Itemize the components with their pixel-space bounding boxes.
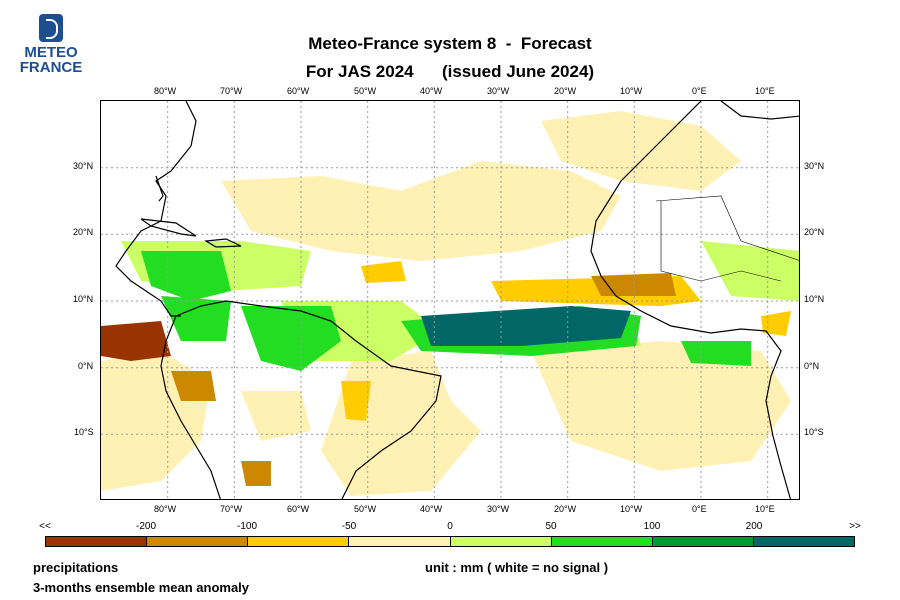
anomaly-map-svg <box>101 101 799 499</box>
anomaly-region-very-wet <box>421 306 631 346</box>
lon-tick-bottom: 50°W <box>354 504 377 514</box>
colorbar-label: 50 <box>545 521 557 532</box>
lat-tick-right: 10°N <box>804 294 825 304</box>
anomaly-field <box>101 111 799 496</box>
anomaly-region-weak-wet <box>701 241 799 301</box>
colorbar <box>45 536 855 547</box>
anomaly-region-weak-dry <box>531 341 791 471</box>
colorbar-segment <box>551 537 653 546</box>
anomaly-region-dry <box>761 311 791 336</box>
colorbar-segment <box>753 537 854 546</box>
colorbar-label: -50 <box>341 521 357 532</box>
colorbar-segment <box>46 537 148 546</box>
coastline-europe <box>720 101 799 120</box>
footer-variable: precipitations <box>33 560 119 575</box>
page-title: Meteo-France system 8 - Forecast For JAS… <box>280 30 620 86</box>
lon-tick-bottom: 80°W <box>154 504 177 514</box>
colorbar-segment <box>248 537 350 546</box>
anomaly-region-dry <box>341 381 371 421</box>
border <box>655 195 799 282</box>
colorbar-label: 0 <box>447 521 453 532</box>
lon-tick-bottom: 20°W <box>554 504 577 514</box>
lat-tick-left: 10°N <box>73 294 94 304</box>
lon-tick-bottom: 10°E <box>755 504 775 514</box>
anomaly-region-weak-dry <box>221 161 621 261</box>
coastline-cuba <box>140 218 197 237</box>
lon-tick-top: 10°W <box>620 86 643 96</box>
anomaly-region-weak-dry <box>321 351 481 496</box>
anomaly-region-moderate-wet <box>241 306 341 371</box>
meteo-france-logo: METEO FRANCE <box>15 14 87 75</box>
anomaly-region-extreme-dry <box>101 321 171 361</box>
lon-tick-top: 60°W <box>287 86 310 96</box>
colorbar-segment <box>147 537 249 546</box>
anomaly-region-moderate-wet <box>141 251 231 301</box>
lat-tick-left: 0°N <box>78 361 94 371</box>
lon-tick-top: 0°E <box>692 86 707 96</box>
colorbar-label: >> <box>849 521 861 532</box>
lon-tick-top: 10°E <box>755 86 775 96</box>
coastline-north-america <box>115 101 197 317</box>
lon-tick-top: 50°W <box>354 86 377 96</box>
lon-tick-bottom: 30°W <box>487 504 510 514</box>
coastline-florida <box>155 175 164 202</box>
lat-tick-right: 30°N <box>804 161 825 171</box>
coastline-hispaniola <box>204 238 242 248</box>
colorbar-label: -200 <box>135 521 157 532</box>
lat-tick-right: 10°S <box>804 427 824 437</box>
logo-line1: METEO <box>24 44 78 61</box>
lat-tick-left: 20°N <box>73 227 94 237</box>
colorbar-label: 200 <box>745 521 763 532</box>
anomaly-region-weak-dry <box>241 391 311 441</box>
anomaly-region-moderate-wet <box>681 341 751 366</box>
lon-tick-top: 20°W <box>554 86 577 96</box>
lon-tick-top: 80°W <box>154 86 177 96</box>
footer-unit: unit : mm ( white = no signal ) <box>425 560 609 575</box>
lon-tick-bottom: 40°W <box>420 504 443 514</box>
coastline-south-america <box>160 300 442 499</box>
lon-tick-bottom: 70°W <box>220 504 243 514</box>
footer-description: 3-months ensemble mean anomaly <box>33 580 250 595</box>
colorbar-label: 100 <box>643 521 661 532</box>
forecast-map <box>100 100 800 500</box>
coastlines <box>115 101 799 499</box>
title-line2: For JAS 2024 (issued June 2024) <box>305 62 595 81</box>
meteo-france-logo-icon <box>39 14 63 42</box>
lat-tick-left: 10°S <box>74 427 94 437</box>
lon-tick-top: 40°W <box>420 86 443 96</box>
colorbar-segment <box>349 537 451 546</box>
colorbar-label: -100 <box>236 521 258 532</box>
lon-tick-bottom: 10°W <box>620 504 643 514</box>
coastline-africa <box>590 101 792 499</box>
lon-tick-top: 70°W <box>220 86 243 96</box>
lat-tick-left: 30°N <box>73 161 94 171</box>
anomaly-region-dry <box>361 261 406 283</box>
colorbar-segment <box>450 537 552 546</box>
lon-tick-bottom: 0°E <box>692 504 707 514</box>
anomaly-region-very-dry <box>241 461 271 486</box>
anomaly-region-moderate-wet <box>161 296 231 341</box>
colorbar-segment <box>652 537 754 546</box>
logo-line2: FRANCE <box>19 59 83 76</box>
anomaly-region-very-dry <box>171 371 216 401</box>
lon-tick-bottom: 60°W <box>287 504 310 514</box>
anomaly-region-very-dry <box>591 273 676 296</box>
lat-tick-right: 0°N <box>804 361 820 371</box>
title-line1: Meteo-France system 8 - Forecast <box>308 34 592 53</box>
lon-tick-top: 30°W <box>487 86 510 96</box>
lat-tick-right: 20°N <box>804 227 825 237</box>
colorbar-label: << <box>39 521 51 532</box>
anomaly-region-weak-dry <box>541 111 741 191</box>
